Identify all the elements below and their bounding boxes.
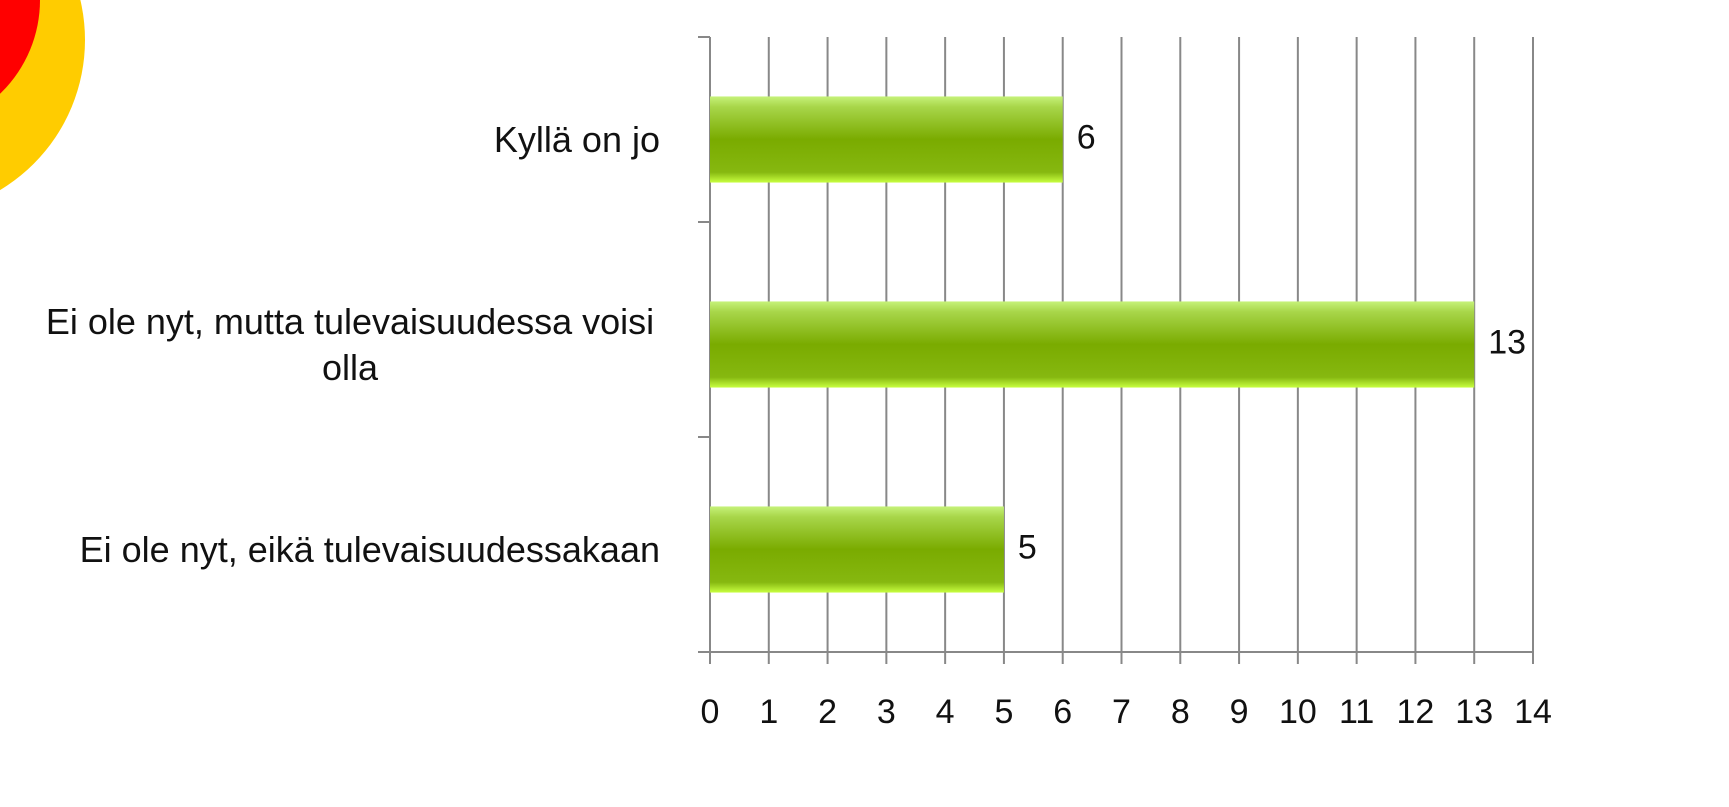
value-label: 13 [1488,323,1526,361]
x-tick-label: 0 [701,693,720,731]
decor-circle [0,0,40,94]
category-label: Ei ole nyt, mutta tulevaisuudessa voisi … [45,300,655,388]
category-label: Ei ole nyt, eikä tulevaisuudessakaan [79,528,660,570]
x-tick-label: 1 [759,693,778,731]
x-tick-label: 4 [936,693,955,731]
bar [710,301,1475,388]
x-tick-label: 12 [1397,693,1435,731]
value-label: 5 [1018,528,1037,566]
bar [710,506,1004,593]
x-tick-label: 3 [877,693,896,731]
x-tick-label: 6 [1053,693,1072,731]
x-tick-label: 14 [1514,693,1552,731]
x-tick-label: 2 [818,693,837,731]
value-label: 6 [1077,118,1096,156]
x-tick-label: 11 [1339,693,1374,731]
x-tick-label: 8 [1171,693,1190,731]
bar [710,96,1063,183]
x-tick-label: 5 [994,693,1013,731]
x-tick-label: 13 [1455,693,1493,731]
x-tick-label: 10 [1279,693,1317,731]
x-tick-label: 9 [1230,693,1249,731]
category-label: Kyllä on jo [493,118,660,160]
x-tick-label: 7 [1112,693,1131,731]
